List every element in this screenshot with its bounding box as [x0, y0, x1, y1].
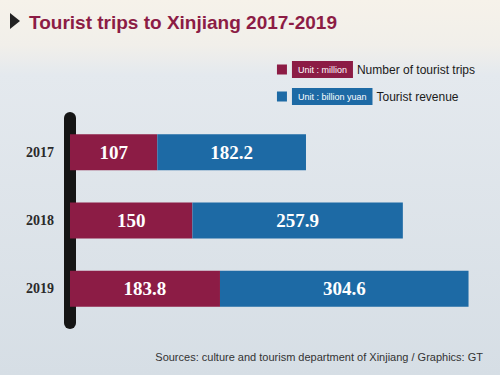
svg-text:183.8: 183.8: [124, 278, 167, 299]
svg-text:304.6: 304.6: [323, 278, 366, 299]
svg-text:Tourist revenue: Tourist revenue: [376, 90, 458, 104]
svg-text:Sources: culture and tourism d: Sources: culture and tourism department …: [155, 351, 483, 363]
svg-text:Unit : billion yuan: Unit : billion yuan: [298, 92, 367, 102]
svg-text:Unit : million: Unit : million: [298, 65, 347, 75]
svg-text:150: 150: [117, 210, 146, 231]
svg-text:107: 107: [99, 142, 128, 163]
svg-text:Number of tourist trips: Number of tourist trips: [357, 63, 475, 77]
svg-text:2019: 2019: [26, 281, 54, 296]
svg-text:182.2: 182.2: [210, 142, 253, 163]
svg-text:257.9: 257.9: [276, 210, 319, 231]
svg-text:2017: 2017: [26, 145, 54, 160]
svg-text:2018: 2018: [26, 213, 54, 228]
svg-text:Tourist trips to Xinjiang 2017: Tourist trips to Xinjiang 2017-2019: [29, 12, 337, 33]
